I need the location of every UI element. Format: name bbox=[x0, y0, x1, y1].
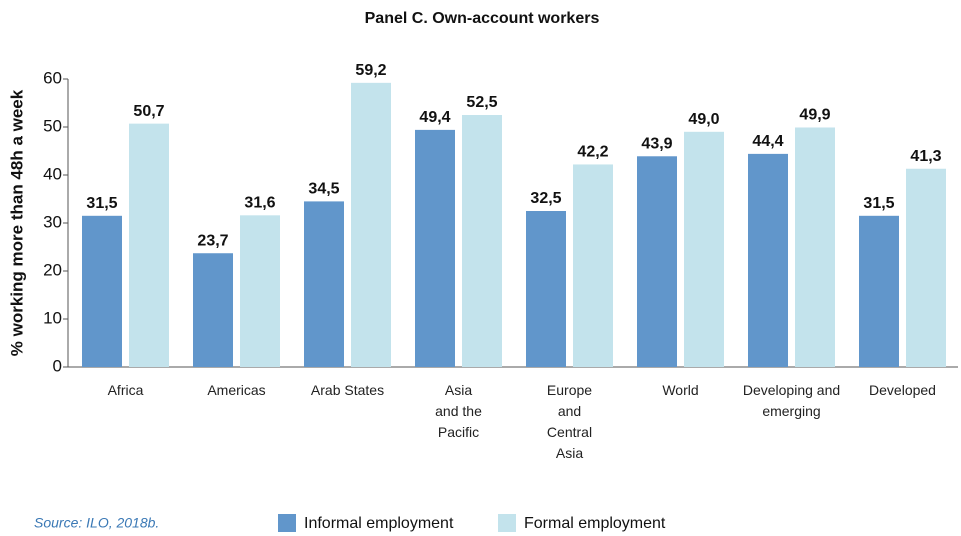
x-tick-label: Developed bbox=[869, 382, 936, 398]
source: Source: ILO, 2018b. bbox=[34, 515, 159, 531]
bar bbox=[129, 123, 169, 367]
value-label: 49,9 bbox=[799, 107, 830, 124]
bar bbox=[637, 156, 677, 367]
x-tick-label: Asia and the Pacific bbox=[435, 382, 482, 440]
x-tick-label: Africa bbox=[107, 382, 144, 398]
bar bbox=[82, 215, 122, 367]
value-label: 49,0 bbox=[688, 111, 719, 128]
bar bbox=[573, 164, 613, 367]
bar bbox=[193, 253, 233, 367]
value-label: 31,5 bbox=[863, 195, 894, 212]
bar bbox=[240, 215, 280, 367]
x-tick-label: Americas bbox=[207, 382, 266, 398]
x-tick-label: World bbox=[662, 382, 699, 398]
value-label: 42,2 bbox=[577, 144, 608, 161]
value-label: 43,9 bbox=[641, 135, 672, 152]
value-label: 23,7 bbox=[197, 232, 228, 249]
y-tick-label: 10 bbox=[43, 308, 62, 327]
value-label: 32,5 bbox=[530, 190, 561, 207]
x-tick-label: Arab States bbox=[310, 382, 385, 398]
value-label: 49,4 bbox=[419, 109, 450, 126]
y-tick-label: 50 bbox=[43, 116, 62, 135]
value-label: 50,7 bbox=[133, 103, 164, 120]
value-label: 34,5 bbox=[308, 181, 339, 198]
bar bbox=[351, 82, 391, 367]
bar bbox=[859, 215, 899, 367]
y-axis-label: % working more than 48h a week bbox=[7, 89, 26, 356]
x-tick-label: Europe and Central Asia bbox=[546, 382, 593, 461]
bar bbox=[748, 153, 788, 367]
y-tick-label: 20 bbox=[43, 260, 62, 279]
legend-label: Formal employment bbox=[524, 515, 666, 532]
y-tick-label: 0 bbox=[53, 356, 62, 375]
bar bbox=[906, 168, 946, 367]
bar bbox=[415, 129, 455, 367]
legend-label: Informal employment bbox=[304, 515, 454, 532]
y-tick-label: 60 bbox=[43, 68, 62, 87]
x-tick-label: Developing and emerging bbox=[742, 382, 841, 419]
bar bbox=[684, 131, 724, 367]
bar bbox=[304, 201, 344, 367]
value-label: 44,4 bbox=[752, 133, 783, 150]
legend-swatch bbox=[278, 514, 296, 532]
value-label: 31,6 bbox=[244, 195, 275, 212]
y-tick-label: 40 bbox=[43, 164, 62, 183]
bar bbox=[462, 115, 502, 367]
value-label: 52,5 bbox=[466, 94, 497, 111]
value-label: 31,5 bbox=[86, 195, 117, 212]
bar bbox=[526, 211, 566, 367]
value-label: 59,2 bbox=[355, 62, 386, 79]
bar bbox=[795, 127, 835, 367]
legend-swatch bbox=[498, 514, 516, 532]
y-tick-label: 30 bbox=[43, 212, 62, 231]
value-label: 41,3 bbox=[910, 148, 941, 165]
chart-title: Panel C. Own-account workers bbox=[365, 10, 600, 27]
